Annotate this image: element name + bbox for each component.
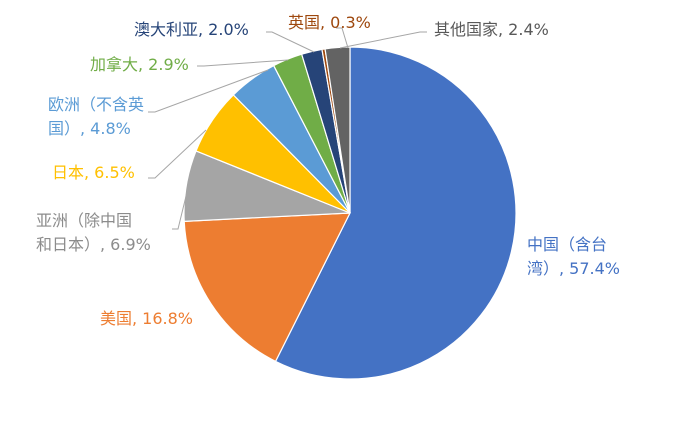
data-label: 亚洲（除中国和日本）, 6.9% (36, 211, 151, 254)
pie-slice (183, 212, 351, 363)
leader-line (339, 31, 427, 49)
data-label: 英国, 0.3% (288, 13, 371, 32)
data-label: 其他国家, 2.4% (434, 20, 549, 39)
leader-line (148, 129, 207, 179)
leader-line (197, 59, 289, 67)
data-label: 澳大利亚, 2.0% (134, 20, 249, 39)
leader-line (148, 69, 269, 113)
data-label: 日本, 6.5% (52, 163, 135, 182)
data-label: 中国（含台湾）, 57.4% (527, 235, 620, 278)
pie-slice (274, 46, 517, 380)
leader-line (336, 27, 349, 49)
leader-line (172, 187, 189, 230)
data-label: 美国, 16.8% (100, 309, 193, 328)
data-label: 欧洲（不含英国）, 4.8% (48, 95, 144, 138)
pie-slice (324, 46, 351, 214)
data-label: 加拿大, 2.9% (90, 55, 189, 74)
leader-line (266, 31, 315, 53)
